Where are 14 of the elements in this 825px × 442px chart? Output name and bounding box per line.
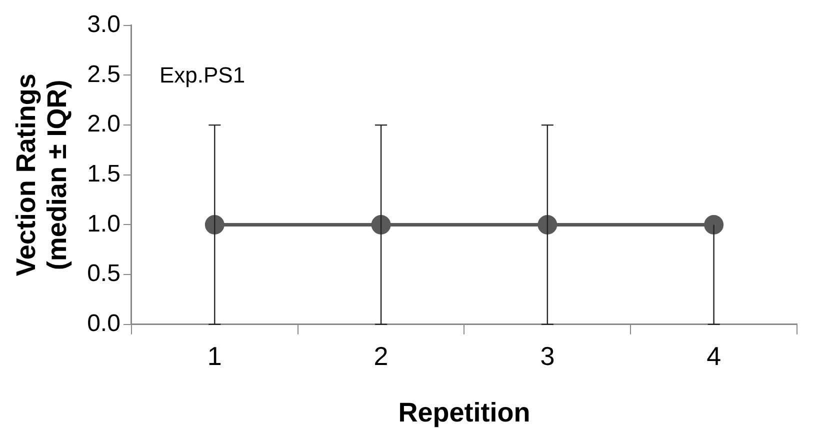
annotation: Exp.PS1: [159, 62, 246, 88]
y-tick-label: 1.5: [87, 160, 120, 188]
y-tick-label: 0.5: [87, 260, 120, 288]
x-tick-label: 2: [374, 341, 388, 372]
x-axis-title: Repetition: [398, 397, 530, 428]
x-tick-label: 3: [540, 341, 555, 372]
y-tick-label: 1.0: [87, 210, 120, 238]
y-tick-label: 0.0: [87, 310, 120, 338]
y-axis-title: Vection Ratings (median ± IQR): [10, 74, 72, 276]
y-tick-label: 2.5: [87, 60, 120, 88]
y-tick-label: 3.0: [87, 11, 120, 38]
y-tick-label: 2.0: [87, 110, 120, 138]
x-tick-label: 4: [706, 341, 722, 372]
x-tick-label: 1: [207, 341, 222, 372]
